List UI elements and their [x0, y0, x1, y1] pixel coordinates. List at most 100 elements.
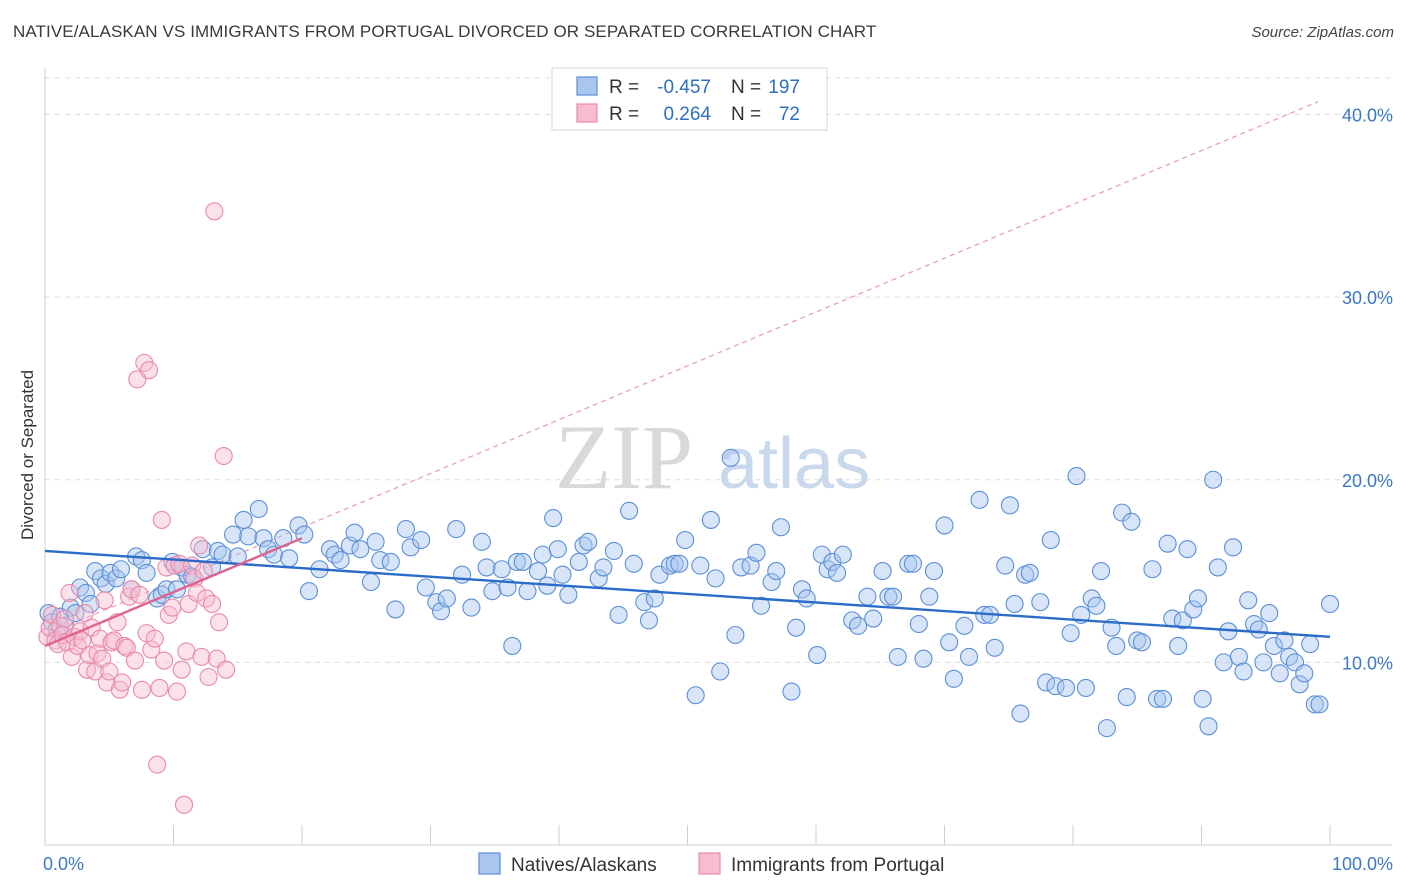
y-axis-label: Divorced or Separated	[18, 370, 37, 540]
x-tick-label: 0.0%	[43, 854, 84, 874]
point-natives-alaskans	[701, 510, 720, 529]
point-natives-alaskans	[1169, 636, 1188, 655]
point-natives-alaskans	[1234, 662, 1253, 681]
point-natives-alaskans	[503, 636, 522, 655]
bottom-legend-swatch-pink	[698, 852, 721, 875]
point-natives-alaskans	[665, 554, 684, 573]
point-natives-alaskans	[544, 509, 563, 528]
point-natives-alaskans	[1000, 496, 1019, 515]
point-natives-alaskans	[827, 563, 847, 582]
point-natives-alaskans	[1113, 503, 1132, 522]
trend-line-immigrants-portugal	[44, 537, 303, 648]
point-natives-alaskans	[609, 605, 628, 624]
point-natives-alaskans	[1178, 540, 1197, 559]
point-natives-alaskans	[864, 609, 883, 628]
point-natives-alaskans	[721, 448, 740, 467]
point-natives-alaskans	[548, 540, 567, 559]
point-natives-alaskans	[1229, 647, 1248, 666]
legend-n-value-blue: 197	[768, 77, 800, 98]
legend-r-label-pink: R =	[609, 104, 639, 125]
point-natives-alaskans	[909, 614, 928, 634]
point-natives-alaskans	[447, 520, 466, 539]
legend-r-value-pink: 0.264	[663, 104, 711, 125]
point-immigrants-portugal	[150, 678, 169, 697]
point-natives-alaskans	[752, 596, 771, 615]
point-natives-alaskans	[1249, 620, 1268, 639]
point-natives-alaskans	[366, 532, 385, 551]
point-natives-alaskans	[1290, 675, 1309, 694]
point-natives-alaskans	[280, 549, 299, 568]
point-natives-alaskans	[513, 552, 532, 571]
point-natives-alaskans	[437, 589, 456, 608]
point-natives-alaskans	[1301, 635, 1320, 654]
point-immigrants-portugal	[163, 598, 182, 617]
point-immigrants-portugal	[190, 536, 209, 555]
point-natives-alaskans	[452, 565, 472, 584]
point-immigrants-portugal	[55, 609, 74, 628]
point-natives-alaskans	[559, 585, 578, 604]
point-natives-alaskans	[1056, 678, 1076, 697]
point-natives-alaskans	[224, 525, 243, 544]
point-natives-alaskans	[985, 638, 1004, 657]
point-natives-alaskans	[289, 516, 308, 535]
legend-n-label-pink: N =	[731, 104, 761, 125]
point-natives-alaskans	[518, 582, 537, 601]
point-natives-alaskans	[1067, 467, 1086, 486]
point-natives-alaskans	[635, 593, 654, 612]
point-immigrants-portugal	[187, 583, 206, 603]
point-natives-alaskans	[553, 565, 572, 584]
legend-swatch-blue	[576, 76, 598, 96]
point-immigrants-portugal	[203, 594, 222, 613]
point-natives-alaskans	[1031, 593, 1050, 612]
point-natives-alaskans	[76, 583, 95, 603]
point-natives-alaskans	[1148, 689, 1167, 708]
legend-swatch-pink	[576, 103, 598, 123]
point-natives-alaskans	[797, 589, 816, 608]
trend-lines	[44, 537, 1331, 648]
point-natives-alaskans	[1158, 534, 1177, 553]
point-natives-alaskans	[624, 554, 643, 573]
x-tick-label: 100.0%	[1332, 854, 1393, 874]
point-immigrants-portugal	[148, 755, 167, 774]
point-immigrants-portugal	[177, 642, 196, 661]
point-natives-alaskans	[670, 554, 689, 573]
bottom-legend-swatch-blue	[478, 852, 501, 875]
point-natives-alaskans	[1295, 664, 1314, 683]
point-natives-alaskans	[903, 554, 923, 573]
point-natives-alaskans	[1097, 719, 1116, 738]
point-immigrants-portugal	[152, 510, 171, 529]
point-natives-alaskans	[1223, 538, 1243, 557]
chart-title: NATIVE/ALASKAN VS IMMIGRANTS FROM PORTUG…	[13, 22, 877, 41]
point-natives-alaskans	[1260, 604, 1279, 623]
point-natives-alaskans	[1153, 689, 1172, 708]
point-natives-alaskans	[782, 682, 801, 701]
point-natives-alaskans	[639, 611, 659, 630]
point-natives-alaskans	[1132, 633, 1151, 652]
y-tick-label: 30.0%	[1342, 288, 1393, 308]
point-immigrants-portugal	[100, 662, 119, 681]
point-immigrants-portugal	[167, 682, 187, 701]
point-natives-alaskans	[412, 530, 431, 550]
x-tick-labels: 0.0% 100.0%	[43, 854, 1393, 874]
point-immigrants-portugal	[210, 613, 229, 632]
point-natives-alaskans	[1117, 688, 1136, 707]
point-natives-alaskans	[604, 541, 623, 561]
axes	[44, 68, 1392, 846]
point-natives-alaskans	[427, 593, 446, 612]
point-immigrants-portugal	[75, 604, 94, 623]
point-natives-alaskans	[81, 594, 100, 613]
point-natives-alaskans	[1254, 653, 1273, 672]
point-natives-alaskans	[884, 587, 903, 606]
point-natives-alaskans	[1173, 611, 1192, 630]
point-natives-alaskans	[732, 558, 751, 577]
point-natives-alaskans	[569, 552, 588, 571]
point-natives-alaskans	[1143, 560, 1162, 579]
point-natives-alaskans	[86, 562, 105, 581]
point-natives-alaskans	[1037, 673, 1056, 692]
point-natives-alaskans	[137, 563, 156, 582]
point-natives-alaskans	[1305, 695, 1324, 714]
watermark: ZIP atlas	[555, 406, 870, 508]
point-natives-alaskans	[706, 569, 725, 588]
point-natives-alaskans	[111, 560, 130, 579]
y-tick-label: 10.0%	[1342, 653, 1393, 673]
